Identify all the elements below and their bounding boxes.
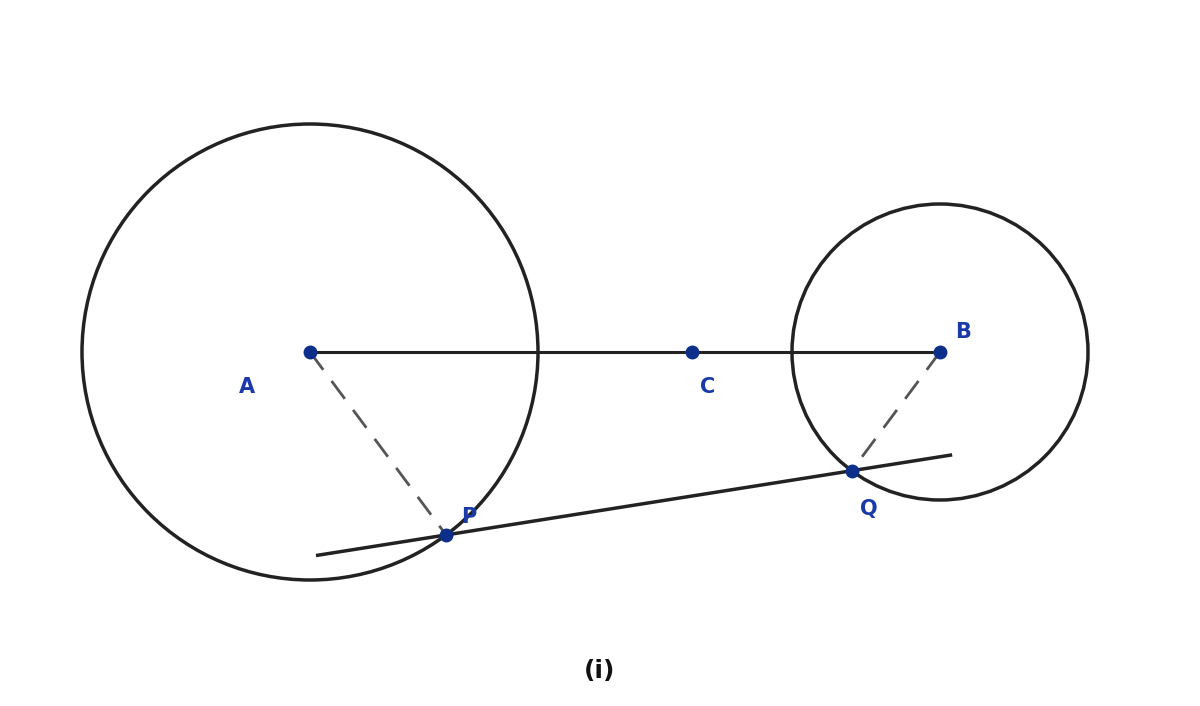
- Text: A: A: [239, 377, 256, 397]
- Text: Q: Q: [859, 498, 877, 519]
- Text: (i): (i): [584, 659, 616, 683]
- Text: B: B: [955, 322, 971, 342]
- Text: C: C: [700, 377, 715, 397]
- Text: P: P: [461, 507, 476, 527]
